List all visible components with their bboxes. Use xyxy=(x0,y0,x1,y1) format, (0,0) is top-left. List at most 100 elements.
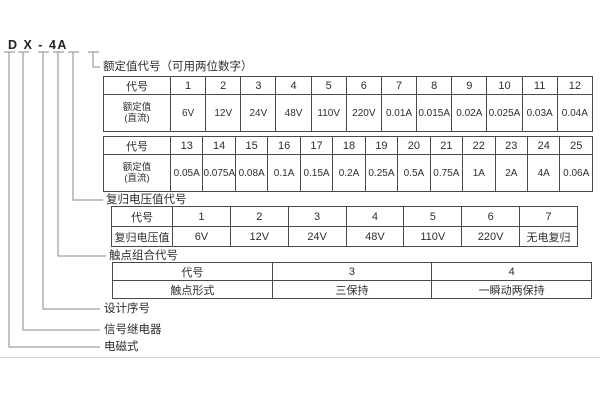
code-cell: 4 xyxy=(431,262,592,281)
connector-rated xyxy=(88,51,100,68)
reset-voltage-code-label: 复归电压值代号 xyxy=(106,194,187,206)
code-cell: 25 xyxy=(559,136,593,155)
bottom-rule-divider xyxy=(0,357,600,358)
value-cell: 24V xyxy=(240,94,277,132)
value-cell: 24V xyxy=(287,226,347,247)
code-cell: 5 xyxy=(310,76,347,95)
value-cell: 0.5A xyxy=(397,154,431,192)
code-cell: 4 xyxy=(345,206,405,227)
rated-value-code-label: 额定值代号（可用两位数字） xyxy=(103,61,253,73)
value-cell: 一瞬动两保持 xyxy=(431,280,592,299)
contact-combination-code-label: 触点组合代号 xyxy=(109,250,178,262)
value-cell: 1A xyxy=(462,154,496,192)
value-cell: 48V xyxy=(275,94,312,132)
code-cell: 16 xyxy=(267,136,301,155)
code-cell: 10 xyxy=(486,76,523,95)
code-cell: 3 xyxy=(287,206,347,227)
value-cell: 12V xyxy=(229,226,289,247)
code-cell: 23 xyxy=(494,136,528,155)
value-header-cell: 额定值 (直流) xyxy=(103,94,171,132)
value-cell: 0.1A xyxy=(267,154,301,192)
value-cell: 0.01A xyxy=(380,94,418,132)
code-cell: 2 xyxy=(229,206,289,227)
value-cell: 48V xyxy=(345,226,405,247)
code-cell: 24 xyxy=(526,136,561,155)
value-cell: 0.08A xyxy=(234,154,269,192)
code-cell: 6 xyxy=(345,76,382,95)
model-code-text: D X - 4A xyxy=(8,38,68,52)
code-cell: 15 xyxy=(234,136,269,155)
value-header-line1: 额定值 xyxy=(122,102,152,113)
value-cell: 4A xyxy=(526,154,561,192)
code-cell: 3 xyxy=(240,76,277,95)
code-cell: 9 xyxy=(451,76,488,95)
value-cell: 220V xyxy=(345,94,382,132)
value-cell: 0.05A xyxy=(169,154,204,192)
value-cell: 0.03A xyxy=(521,94,558,132)
code-cell: 22 xyxy=(462,136,496,155)
code-cell: 4 xyxy=(275,76,312,95)
connector-relay xyxy=(18,51,100,331)
value-cell: 0.02A xyxy=(451,94,488,132)
code-header-cell: 代号 xyxy=(103,136,171,155)
value-cell: 6V xyxy=(169,94,207,132)
connector-contact xyxy=(53,51,106,257)
value-cell: 0.075A xyxy=(202,154,236,192)
connector-design xyxy=(38,51,100,310)
value-cell: 0.25A xyxy=(364,154,399,192)
value-cell: 0.75A xyxy=(429,154,464,192)
code-cell: 20 xyxy=(397,136,431,155)
code-header-cell: 代号 xyxy=(103,76,171,95)
value-header-line1: 额定值 xyxy=(122,162,152,173)
table-row: 触点形式 三保持 一瞬动两保持 xyxy=(112,280,592,299)
value-header-cell: 额定值 (直流) xyxy=(103,154,171,192)
code-cell: 2 xyxy=(205,76,242,95)
code-cell: 11 xyxy=(521,76,558,95)
code-cell: 1 xyxy=(169,76,207,95)
connector-reset xyxy=(68,51,103,201)
code-cell: 18 xyxy=(332,136,366,155)
value-cell: 0.04A xyxy=(556,94,594,132)
value-cell: 三保持 xyxy=(271,280,433,299)
value-cell: 12V xyxy=(205,94,242,132)
value-header-cell: 触点形式 xyxy=(112,280,273,299)
rated-value-table-1: 代号 1 2 3 4 5 6 7 8 9 10 11 12 额定值 (直流) 6V 12V 24V 48V 1… xyxy=(103,76,594,132)
value-cell: 6V xyxy=(172,226,231,247)
code-header-cell: 代号 xyxy=(111,206,173,227)
code-cell: 6 xyxy=(461,206,521,227)
code-cell: 8 xyxy=(416,76,453,95)
code-cell: 19 xyxy=(364,136,399,155)
value-header-cell: 复归电压值 xyxy=(111,226,173,247)
value-header-line2: (直流) xyxy=(124,173,150,184)
value-cell: 无电复归 xyxy=(519,226,578,247)
rated-value-table-2: 代号 13 14 15 16 17 18 19 20 21 22 23 24 25 额定值 (直流) 0… xyxy=(103,136,593,192)
value-header-line2: (直流) xyxy=(124,113,150,124)
value-cell: 110V xyxy=(310,94,347,132)
code-cell: 21 xyxy=(429,136,464,155)
code-cell: 12 xyxy=(556,76,594,95)
connector-magnetic xyxy=(4,51,100,348)
code-cell: 3 xyxy=(271,262,433,281)
code-cell: 7 xyxy=(519,206,578,227)
value-cell: 110V xyxy=(403,226,463,247)
code-cell: 7 xyxy=(380,76,418,95)
code-cell: 5 xyxy=(403,206,463,227)
code-cell: 17 xyxy=(299,136,334,155)
code-cell: 1 xyxy=(172,206,231,227)
code-cell: 13 xyxy=(169,136,204,155)
value-cell: 0.025A xyxy=(486,94,523,132)
table-row: 代号 1 2 3 4 5 6 7 8 9 10 11 12 xyxy=(103,76,594,95)
table-row: 额定值 (直流) 0.05A 0.075A 0.08A 0.1A 0.15A 0.2A 0.… xyxy=(103,154,593,192)
table-row: 复归电压值 6V 12V 24V 48V 110V 220V 无电复归 xyxy=(111,226,578,247)
value-cell: 0.2A xyxy=(332,154,366,192)
table-row: 代号 13 14 15 16 17 18 19 20 21 22 23 24 25 xyxy=(103,136,593,155)
signal-relay-label: 信号继电器 xyxy=(104,324,162,336)
value-cell: 220V xyxy=(461,226,521,247)
code-cell: 14 xyxy=(202,136,236,155)
